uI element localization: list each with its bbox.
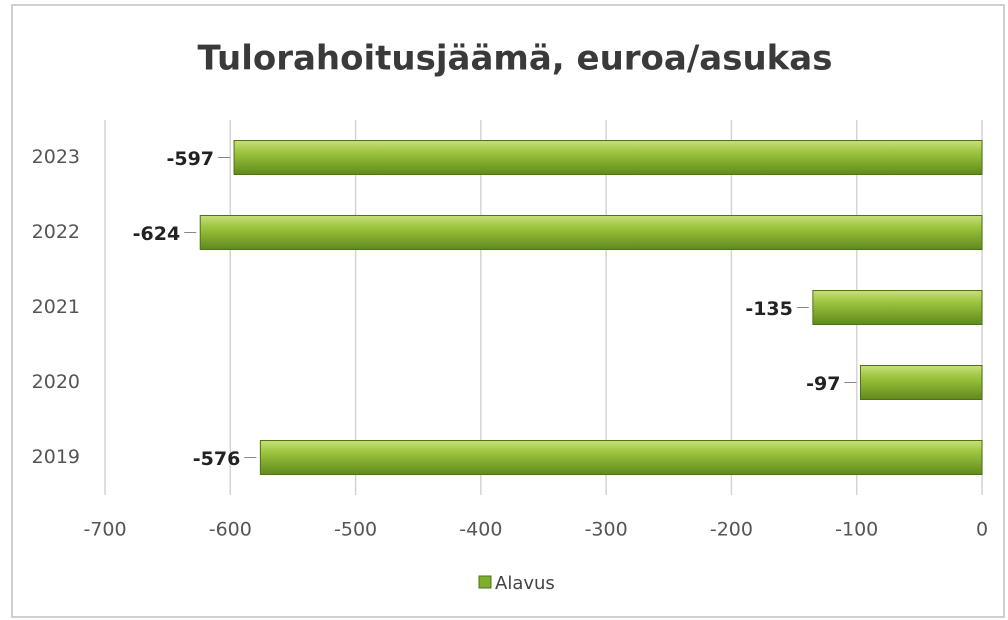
data-label: -135 bbox=[745, 298, 793, 320]
bar bbox=[812, 290, 983, 325]
x-tick-label: -200 bbox=[710, 519, 753, 541]
bar bbox=[859, 365, 983, 400]
x-tick-label: -700 bbox=[83, 519, 126, 541]
x-tick-label: -500 bbox=[334, 519, 377, 541]
data-label: -97 bbox=[806, 373, 840, 395]
y-tick-label: 2023 bbox=[32, 146, 80, 168]
y-tick-label: 2022 bbox=[32, 221, 80, 243]
legend-label: Alavus bbox=[495, 573, 555, 594]
data-label: -576 bbox=[193, 448, 241, 470]
x-tick-label: -600 bbox=[209, 519, 252, 541]
y-tick-label: 2020 bbox=[32, 371, 80, 393]
bar bbox=[233, 140, 983, 175]
data-label: -624 bbox=[133, 223, 181, 245]
x-tick-label: -400 bbox=[459, 519, 502, 541]
x-tick-label: -300 bbox=[585, 519, 628, 541]
y-tick-label: 2019 bbox=[32, 446, 80, 468]
bar bbox=[199, 215, 983, 250]
x-tick-label: 0 bbox=[976, 519, 988, 541]
chart-title: Tulorahoitusjäämä, euroa/asukas bbox=[198, 39, 833, 79]
legend-swatch bbox=[478, 575, 492, 589]
y-tick-label: 2021 bbox=[32, 296, 80, 318]
x-tick-label: -100 bbox=[835, 519, 878, 541]
bar bbox=[259, 440, 983, 475]
data-label: -597 bbox=[166, 148, 214, 170]
